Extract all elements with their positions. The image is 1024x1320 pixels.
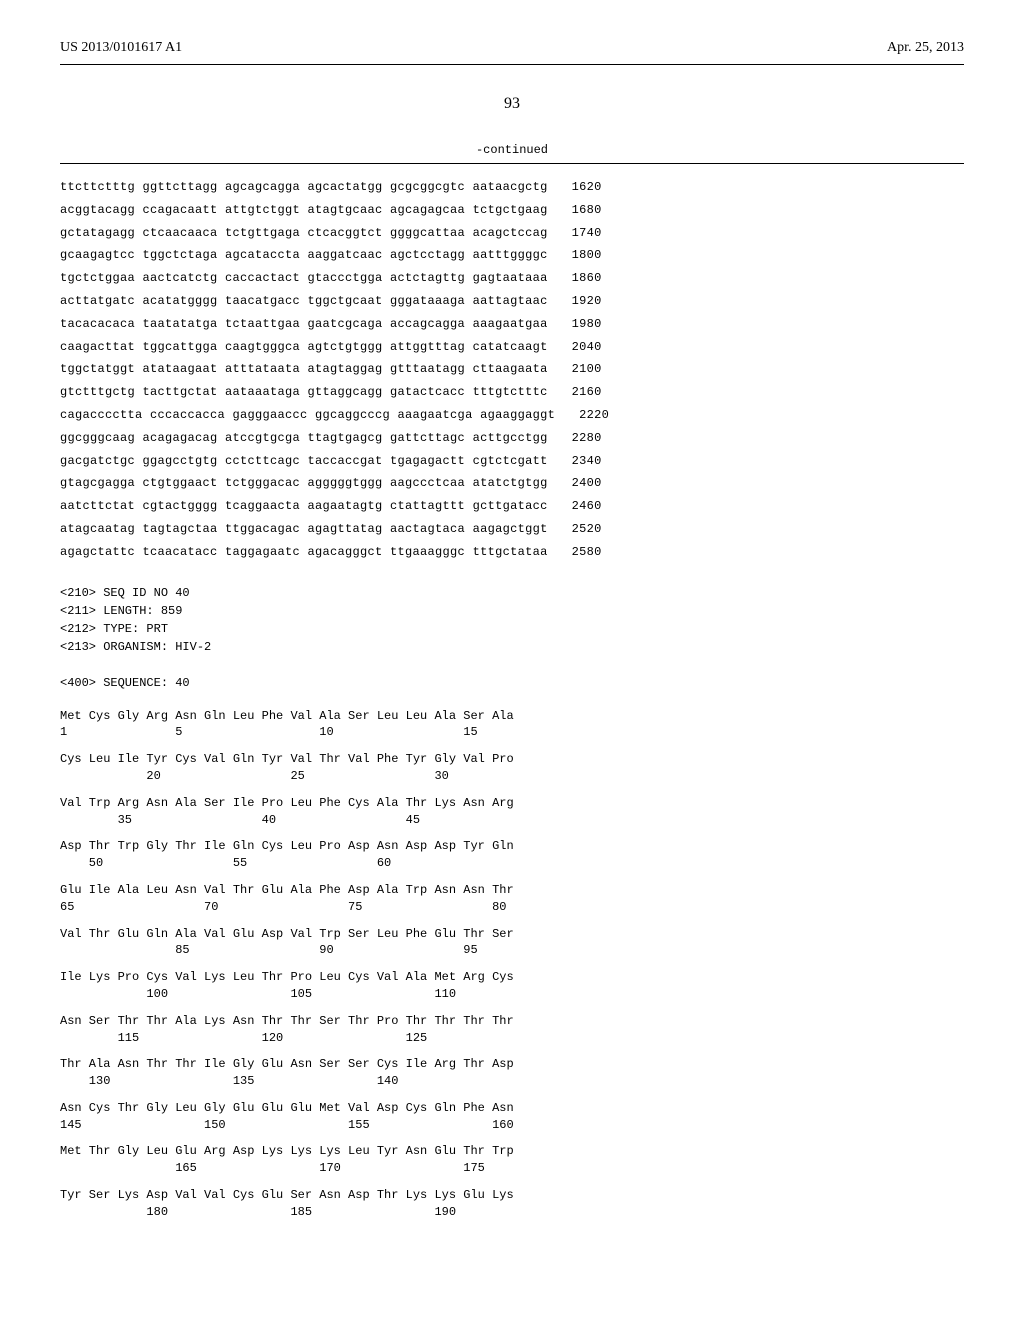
publication-number: US 2013/0101617 A1: [60, 40, 182, 56]
dna-sequence-line: aatcttctat cgtactgggg tcaggaacta aagaata…: [60, 495, 964, 518]
dna-sequence-line: gtctttgctg tacttgctat aataaataga gttaggc…: [60, 381, 964, 404]
publication-date: Apr. 25, 2013: [887, 40, 964, 56]
protein-sequence-block: Met Cys Gly Arg Asn Gln Leu Phe Val Ala …: [60, 708, 964, 1221]
dna-sequence-line: cagacccctta cccaccacca gagggaaccc ggcagg…: [60, 404, 964, 427]
dna-sequence-block: ttcttctttg ggttcttagg agcagcagga agcacta…: [60, 176, 964, 564]
header-divider: [60, 64, 964, 65]
protein-sequence-row: Val Thr Glu Gln Ala Val Glu Asp Val Trp …: [60, 926, 964, 960]
protein-sequence-row: Asn Ser Thr Thr Ala Lys Asn Thr Thr Ser …: [60, 1013, 964, 1047]
dna-sequence-line: gcaagagtcc tggctctaga agcataccta aaggatc…: [60, 244, 964, 267]
dna-sequence-line: gctatagagg ctcaacaaca tctgttgaga ctcacgg…: [60, 222, 964, 245]
protein-sequence-row: Met Thr Gly Leu Glu Arg Asp Lys Lys Lys …: [60, 1143, 964, 1177]
protein-sequence-row: Cys Leu Ile Tyr Cys Val Gln Tyr Val Thr …: [60, 751, 964, 785]
protein-sequence-row: Thr Ala Asn Thr Thr Ile Gly Glu Asn Ser …: [60, 1056, 964, 1090]
dna-sequence-line: tgctctggaa aactcatctg caccactact gtaccct…: [60, 267, 964, 290]
protein-sequence-row: Val Trp Arg Asn Ala Ser Ile Pro Leu Phe …: [60, 795, 964, 829]
protein-sequence-row: Tyr Ser Lys Asp Val Val Cys Glu Ser Asn …: [60, 1187, 964, 1221]
protein-sequence-row: Met Cys Gly Arg Asn Gln Leu Phe Val Ala …: [60, 708, 964, 742]
continued-label: -continued: [60, 143, 964, 157]
protein-sequence-row: Ile Lys Pro Cys Val Lys Leu Thr Pro Leu …: [60, 969, 964, 1003]
sequence-top-divider: [60, 163, 964, 164]
header: US 2013/0101617 A1 Apr. 25, 2013: [60, 40, 964, 56]
dna-sequence-line: gtagcgagga ctgtggaact tctgggacac agggggt…: [60, 472, 964, 495]
protein-sequence-row: Glu Ile Ala Leu Asn Val Thr Glu Ala Phe …: [60, 882, 964, 916]
dna-sequence-line: gacgatctgc ggagcctgtg cctcttcagc taccacc…: [60, 450, 964, 473]
dna-sequence-line: agagctattc tcaacatacc taggagaatc agacagg…: [60, 541, 964, 564]
dna-sequence-line: caagacttat tggcattgga caagtgggca agtctgt…: [60, 336, 964, 359]
protein-sequence-row: Asp Thr Trp Gly Thr Ile Gln Cys Leu Pro …: [60, 838, 964, 872]
dna-sequence-line: acggtacagg ccagacaatt attgtctggt atagtgc…: [60, 199, 964, 222]
dna-sequence-line: ggcgggcaag acagagacag atccgtgcga ttagtga…: [60, 427, 964, 450]
dna-sequence-line: acttatgatc acatatgggg taacatgacc tggctgc…: [60, 290, 964, 313]
dna-sequence-line: tacacacaca taatatatga tctaattgaa gaatcgc…: [60, 313, 964, 336]
protein-sequence-row: Asn Cys Thr Gly Leu Gly Glu Glu Glu Met …: [60, 1100, 964, 1134]
dna-sequence-line: atagcaatag tagtagctaa ttggacagac agagtta…: [60, 518, 964, 541]
page-number: 93: [60, 95, 964, 113]
sequence-metadata: <210> SEQ ID NO 40 <211> LENGTH: 859 <21…: [60, 584, 964, 692]
dna-sequence-line: ttcttctttg ggttcttagg agcagcagga agcacta…: [60, 176, 964, 199]
dna-sequence-line: tggctatggt atataagaat atttataata atagtag…: [60, 358, 964, 381]
